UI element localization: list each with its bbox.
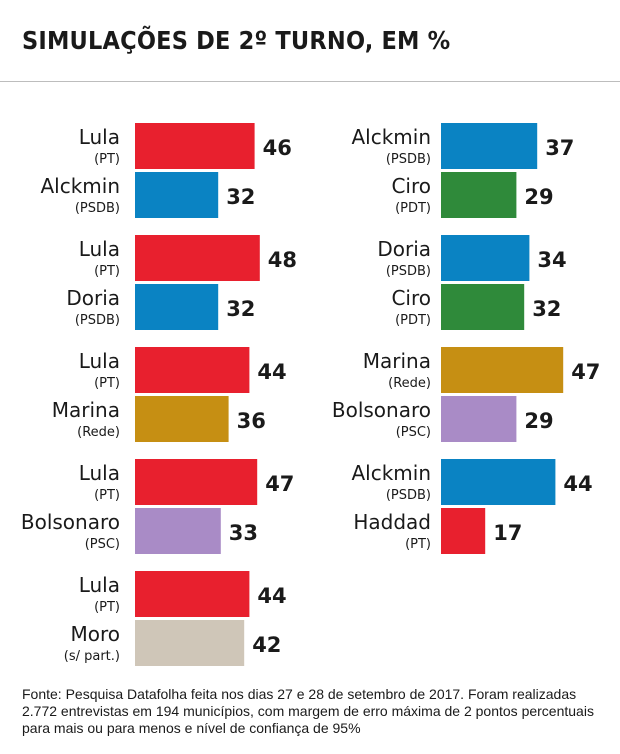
party-label: (PSC) (396, 425, 431, 440)
value-label: 46 (263, 136, 292, 160)
party-label: (PT) (94, 264, 120, 279)
candidate-name: Bolsonaro (21, 510, 120, 534)
bar (441, 235, 530, 281)
bar (135, 620, 245, 666)
party-label: (PSC) (85, 537, 120, 552)
value-label: 32 (226, 297, 255, 321)
party-label: (PDT) (395, 313, 431, 328)
candidate-name: Ciro (391, 286, 431, 310)
party-label: (Rede) (77, 425, 120, 440)
matchup-group: 47 Marina (Rede) 29 Bolsonaro (PSC) (332, 347, 600, 442)
party-label: (PT) (405, 537, 431, 552)
value-label: 32 (226, 185, 255, 209)
candidate-name: Alckmin (351, 461, 431, 485)
bar (441, 508, 486, 554)
source-note: Fonte: Pesquisa Datafolha feita nos dias… (22, 686, 594, 736)
party-label: (PT) (94, 152, 120, 167)
candidate-name: Bolsonaro (332, 398, 431, 422)
value-label: 32 (532, 297, 561, 321)
value-label: 17 (493, 521, 522, 545)
party-label: (PSDB) (386, 264, 431, 279)
candidate-name: Lula (79, 125, 120, 149)
value-label: 37 (545, 136, 574, 160)
matchup-group: 48 Lula (PT) 32 Doria (PSDB) (66, 235, 297, 330)
party-label: (PT) (94, 600, 120, 615)
candidate-name: Alckmin (351, 125, 431, 149)
matchup-group: 37 Alckmin (PSDB) 29 Ciro (PDT) (351, 123, 574, 218)
candidate-name: Ciro (391, 174, 431, 198)
value-label: 34 (537, 248, 566, 272)
bar (135, 459, 258, 505)
matchup-group: 34 Doria (PSDB) 32 Ciro (PDT) (377, 235, 567, 330)
value-label: 44 (563, 472, 592, 496)
candidate-name: Marina (52, 398, 120, 422)
bar (135, 571, 250, 617)
value-label: 29 (524, 185, 553, 209)
bar (441, 459, 556, 505)
value-label: 33 (229, 521, 258, 545)
matchup-group: 47 Lula (PT) 33 Bolsonaro (PSC) (21, 459, 294, 554)
value-label: 47 (265, 472, 294, 496)
bar (135, 235, 260, 281)
bar (441, 284, 525, 330)
value-label: 36 (237, 409, 266, 433)
candidate-name: Haddad (353, 510, 431, 534)
matchup-group: 44 Alckmin (PSDB) 17 Haddad (PT) (351, 459, 593, 554)
bar (441, 123, 538, 169)
party-label: (PT) (94, 376, 120, 391)
bar (135, 396, 229, 442)
party-label: (PSDB) (386, 488, 431, 503)
party-label: (PT) (94, 488, 120, 503)
bar (441, 396, 517, 442)
matchup-group: 44 Lula (PT) 36 Marina (Rede) (52, 347, 287, 442)
bar (135, 284, 219, 330)
matchup-group: 44 Lula (PT) 42 Moro (s/ part.) (64, 571, 287, 666)
candidate-name: Lula (79, 461, 120, 485)
title-divider (0, 81, 620, 82)
chart-title: SIMULAÇÕES DE 2º TURNO, EM % (22, 26, 451, 55)
value-label: 42 (252, 633, 281, 657)
bar (135, 508, 221, 554)
bar (135, 172, 219, 218)
party-label: (PSDB) (386, 152, 431, 167)
candidate-name: Lula (79, 349, 120, 373)
value-label: 48 (268, 248, 297, 272)
matchup-group: 46 Lula (PT) 32 Alckmin (PSDB) (40, 123, 292, 218)
candidate-name: Lula (79, 573, 120, 597)
value-label: 47 (571, 360, 600, 384)
value-label: 29 (524, 409, 553, 433)
party-label: (s/ part.) (64, 649, 120, 664)
bar (441, 347, 564, 393)
party-label: (PSDB) (75, 313, 120, 328)
value-label: 44 (257, 360, 286, 384)
party-label: (PSDB) (75, 201, 120, 216)
bar (135, 347, 250, 393)
party-label: (PDT) (395, 201, 431, 216)
party-label: (Rede) (388, 376, 431, 391)
value-label: 44 (257, 584, 286, 608)
bar (441, 172, 517, 218)
runoff-bar-chart: 46 Lula (PT) 32 Alckmin (PSDB) 48 Lula (PT) 32 Dor… (21, 123, 600, 666)
candidate-name: Marina (363, 349, 431, 373)
candidate-name: Moro (70, 622, 120, 646)
candidate-name: Lula (79, 237, 120, 261)
candidate-name: Doria (377, 237, 431, 261)
candidate-name: Alckmin (40, 174, 120, 198)
bar (135, 123, 255, 169)
candidate-name: Doria (66, 286, 120, 310)
